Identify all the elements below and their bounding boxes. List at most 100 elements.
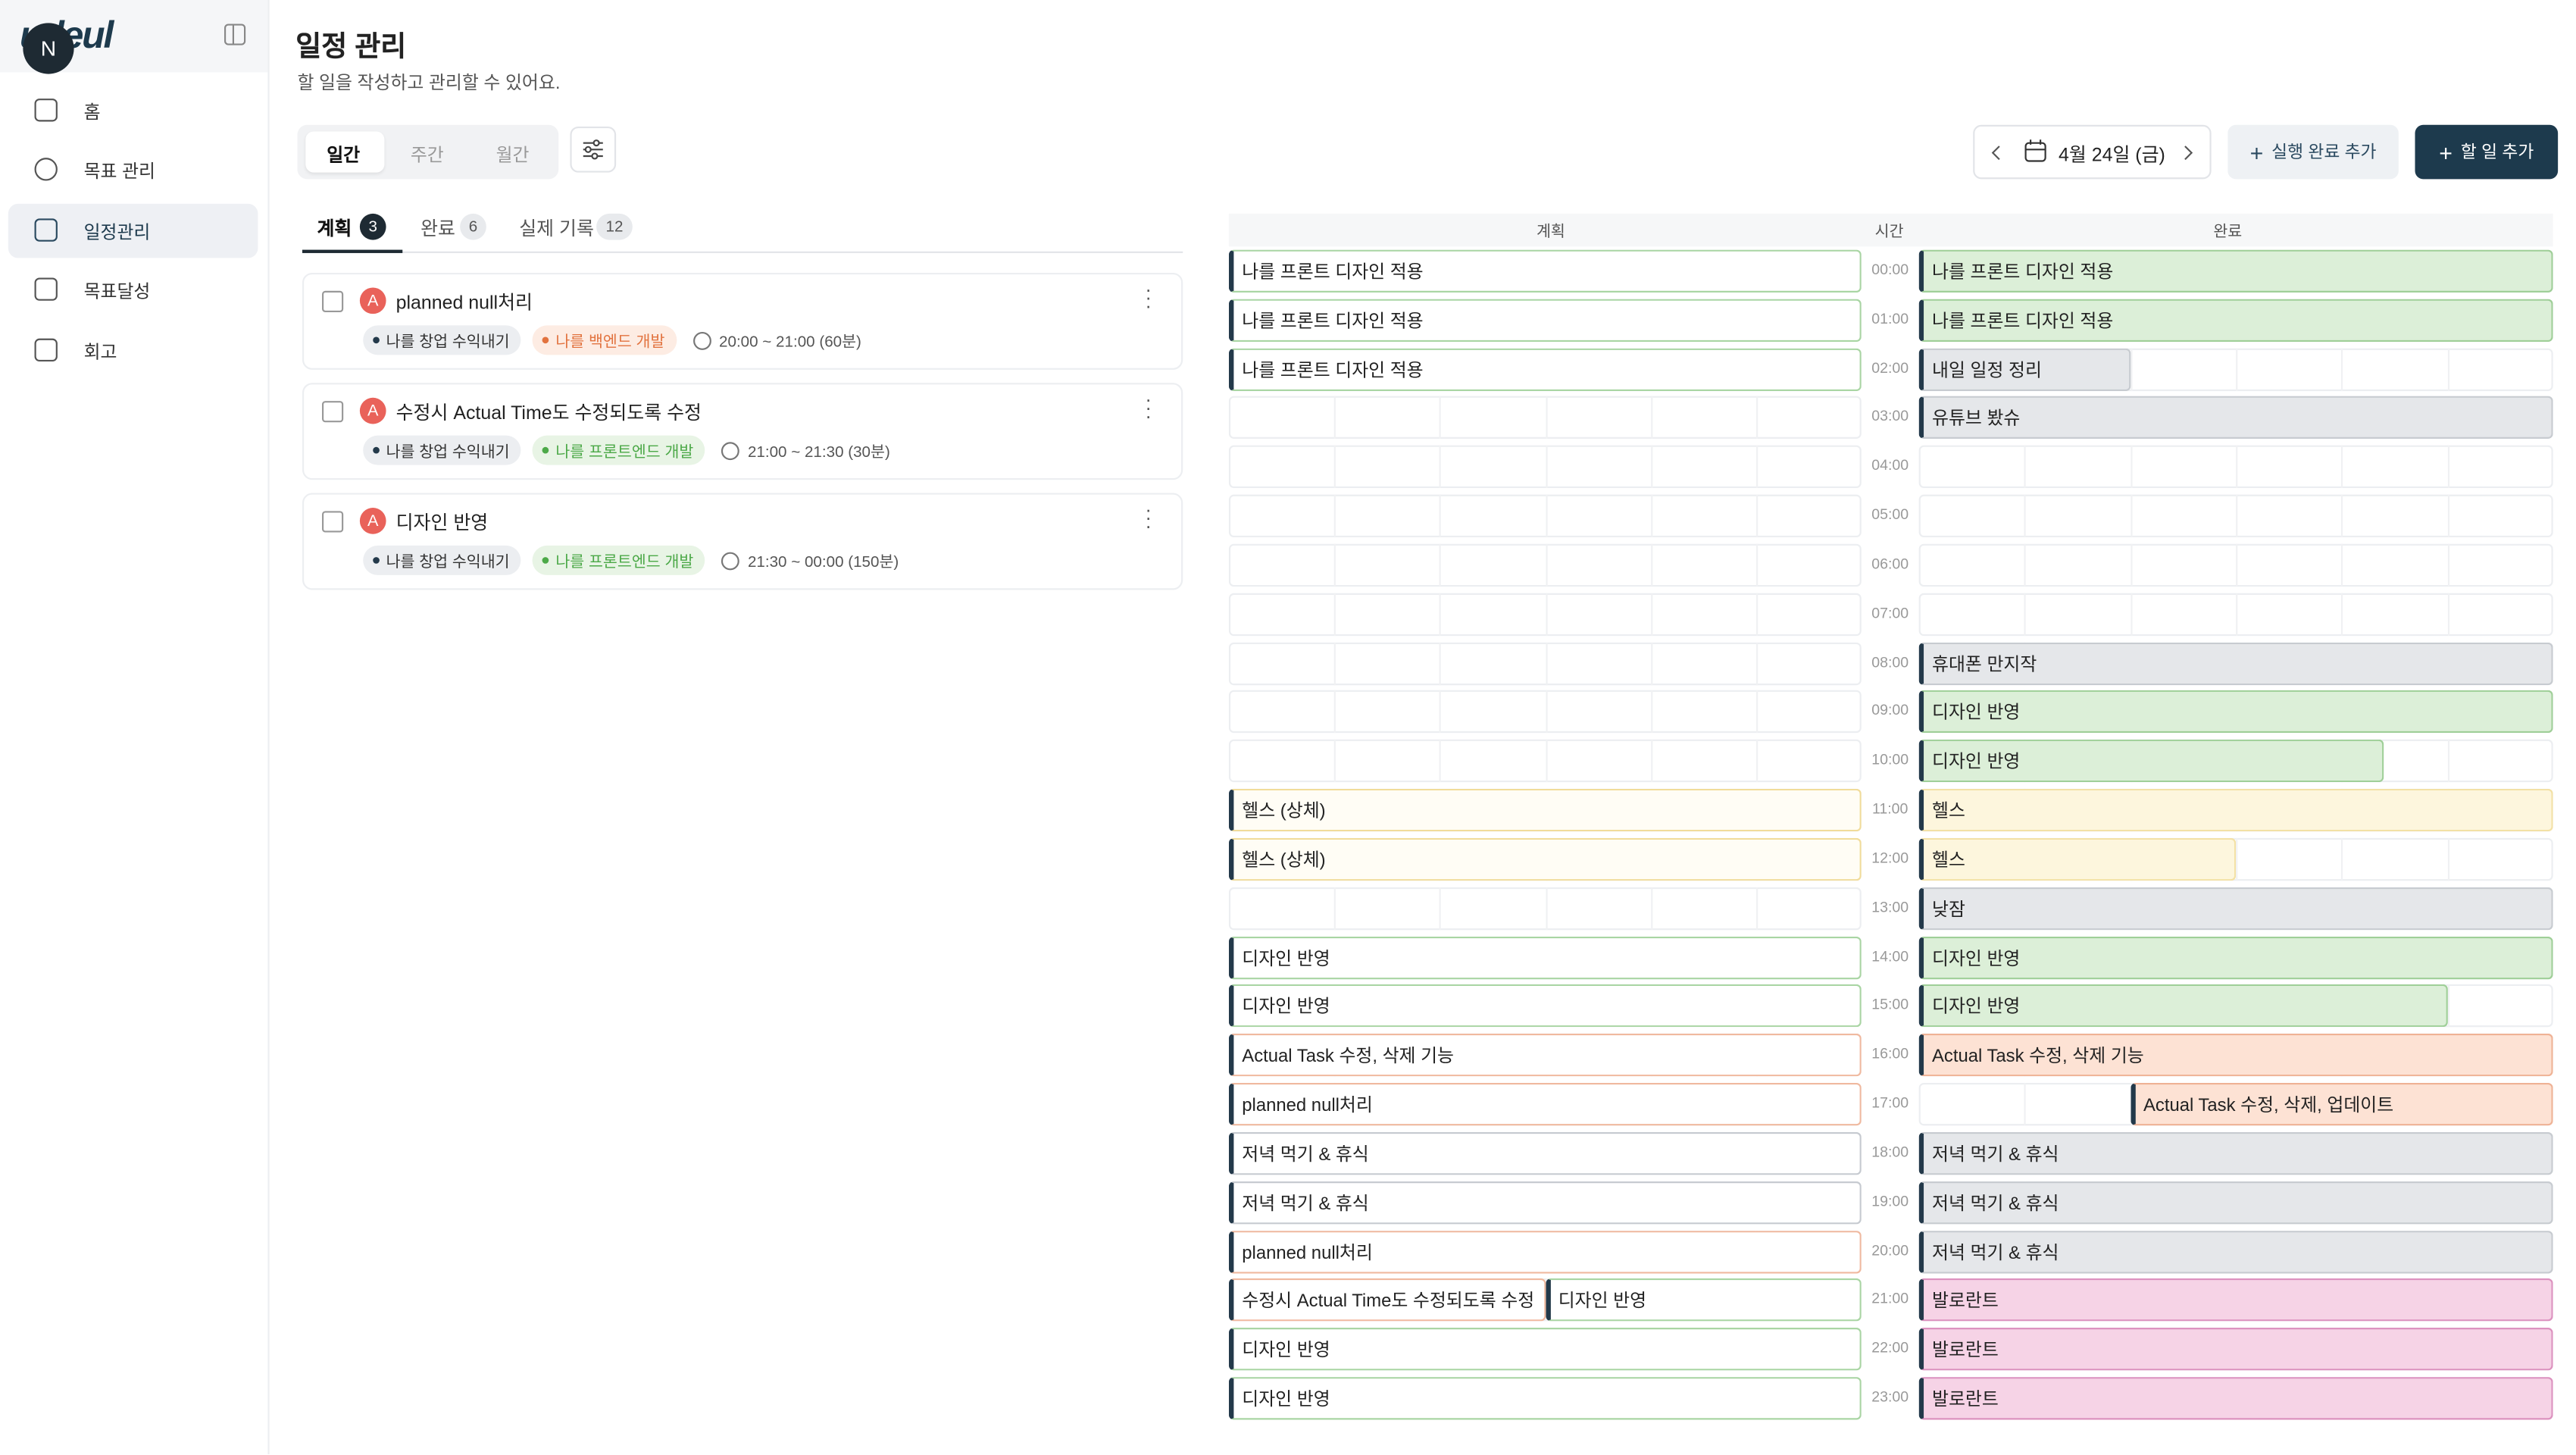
view-tab[interactable]: 일간 — [327, 146, 361, 167]
task-card[interactable] — [302, 493, 1183, 590]
timeline-cell — [1228, 887, 1862, 930]
next-day[interactable] — [2178, 141, 2198, 164]
view-tab[interactable]: 주간 — [410, 146, 444, 167]
task-menu[interactable]: · · · — [1145, 387, 1152, 427]
cell-divider — [2447, 347, 2449, 391]
time-block[interactable]: 발로란트 — [1918, 1377, 2553, 1420]
time-block[interactable]: 디자인 반영 — [1228, 1377, 1862, 1420]
time-block[interactable]: 디자인 반영 — [1228, 936, 1862, 979]
filter-button[interactable] — [570, 126, 617, 173]
time-block[interactable]: 유튜브 봤슈 — [1918, 396, 2553, 440]
task-checkbox[interactable] — [322, 511, 344, 533]
time-block[interactable]: 디자인 반영 — [1545, 1278, 1862, 1322]
hour-label: 09:00 — [1871, 702, 1909, 719]
list-tab[interactable]: 완료 — [420, 220, 456, 240]
time-block[interactable]: 디자인 반영 — [1918, 936, 2553, 979]
time-block[interactable]: 낮잠 — [1918, 887, 2553, 930]
cell-divider — [1650, 494, 1652, 538]
block-label: 나를 프론트 디자인 적용 — [1932, 311, 2114, 332]
cell-divider — [1755, 494, 1758, 538]
cell-divider — [1650, 740, 1652, 783]
time-block[interactable]: 발로란트 — [1918, 1328, 2553, 1371]
time-block[interactable]: Actual Task 수정, 삭제 기능 — [1918, 1034, 2553, 1077]
hour-label: 14:00 — [1871, 947, 1909, 964]
tag-dot — [542, 336, 549, 344]
time-block[interactable]: Actual Task 수정, 삭제, 업데이트 — [2130, 1083, 2553, 1126]
timeline-cell — [1228, 446, 1862, 489]
time-block[interactable]: 수정시 Actual Time도 수정되도록 수정 — [1228, 1278, 1546, 1322]
cell-divider — [1334, 494, 1336, 538]
nav-item[interactable]: 목표 관리 — [83, 162, 156, 183]
nav-item[interactable]: 회고 — [83, 343, 117, 364]
time-block[interactable]: 휴대폰 만지작 — [1918, 642, 2553, 685]
task-card[interactable] — [302, 383, 1183, 480]
add-done-button[interactable]: + 실행 완료 추가 — [2227, 124, 2399, 180]
hour-label: 00:00 — [1871, 261, 1909, 278]
task-checkbox[interactable] — [322, 290, 344, 312]
time-block[interactable]: 나를 프론트 디자인 적용 — [1918, 249, 2553, 293]
prev-day[interactable] — [1987, 141, 2006, 164]
hour-label: 11:00 — [1871, 800, 1909, 817]
block-label: 디자인 반영 — [1242, 1390, 1330, 1410]
time-block[interactable]: planned null처리 — [1228, 1083, 1862, 1126]
block-label: 낮잠 — [1932, 900, 1965, 920]
time-block[interactable]: 헬스 (상체) — [1228, 789, 1862, 832]
collapse-icon[interactable] — [224, 23, 246, 45]
nav-item[interactable]: 목표달성 — [83, 282, 151, 302]
time-block[interactable]: 디자인 반영 — [1918, 690, 2553, 734]
time-block[interactable]: 헬스 — [1918, 837, 2237, 881]
time-block[interactable]: 나를 프론트 디자인 적용 — [1228, 249, 1862, 293]
block-label: 휴대폰 만지작 — [1932, 655, 2037, 675]
date-label[interactable]: 4월 24일 (금) — [2058, 146, 2165, 167]
tab-count: 12 — [596, 213, 633, 240]
list-tab[interactable]: 계획 — [317, 220, 352, 240]
hour-label: 06:00 — [1871, 555, 1909, 572]
time-block[interactable]: 디자인 반영 — [1228, 984, 1862, 1028]
cell-divider — [1755, 593, 1758, 636]
task-menu[interactable]: · · · — [1145, 277, 1152, 318]
time-block[interactable]: 디자인 반영 — [1918, 740, 2384, 783]
time-block[interactable]: 디자인 반영 — [1918, 984, 2448, 1028]
nav-icon — [34, 338, 58, 362]
time-block[interactable]: 저녁 먹기 & 휴식 — [1918, 1181, 2553, 1224]
time-block[interactable]: 나를 프론트 디자인 적용 — [1228, 299, 1862, 342]
cell-divider — [2447, 494, 2449, 538]
time-block[interactable]: Actual Task 수정, 삭제 기능 — [1228, 1034, 1862, 1077]
nav-icon — [34, 218, 58, 242]
cell-divider — [1545, 593, 1547, 636]
time-block[interactable]: 발로란트 — [1918, 1278, 2553, 1322]
tag-dot — [373, 336, 380, 344]
hour-label: 13:00 — [1871, 898, 1909, 915]
cell-divider — [2341, 543, 2343, 587]
block-label: 발로란트 — [1932, 1390, 1999, 1410]
avatar[interactable]: N — [23, 23, 74, 74]
nav-item[interactable]: 홈 — [83, 103, 101, 124]
time-block[interactable]: 저녁 먹기 & 휴식 — [1228, 1131, 1862, 1175]
view-tab[interactable]: 월간 — [496, 146, 530, 167]
time-block[interactable]: 내일 일정 정리 — [1918, 347, 2131, 391]
time-block[interactable]: planned null처리 — [1228, 1230, 1862, 1273]
timeline-cell — [1228, 396, 1862, 440]
hour-label: 01:00 — [1871, 310, 1909, 327]
time-block[interactable]: 헬스 (상체) — [1228, 837, 1862, 881]
time-block[interactable]: 저녁 먹기 & 휴식 — [1918, 1230, 2553, 1273]
task-checkbox[interactable] — [322, 401, 344, 423]
cell-divider — [1545, 543, 1547, 587]
time-block[interactable]: 디자인 반영 — [1228, 1328, 1862, 1371]
list-tab[interactable]: 실제 기록 — [519, 220, 594, 240]
cell-divider — [2024, 494, 2027, 538]
block-label: 발로란트 — [1932, 1341, 1999, 1361]
cell-divider — [2236, 347, 2238, 391]
time-block[interactable]: 나를 프론트 디자인 적용 — [1228, 347, 1862, 391]
tag-dot — [542, 446, 549, 454]
time-block[interactable]: 나를 프론트 디자인 적용 — [1918, 299, 2553, 342]
time-block[interactable]: 헬스 — [1918, 789, 2553, 832]
time-block[interactable]: 저녁 먹기 & 휴식 — [1228, 1181, 1862, 1224]
task-card[interactable] — [302, 272, 1183, 370]
nav-item[interactable]: 일정관리 — [83, 223, 151, 243]
task-menu[interactable]: · · · — [1145, 498, 1152, 538]
hour-label: 04:00 — [1871, 457, 1909, 474]
time-block[interactable]: 저녁 먹기 & 휴식 — [1918, 1131, 2553, 1175]
page-title: 일정 관리 — [295, 31, 407, 63]
add-task-button[interactable]: + 할 일 추가 — [2415, 124, 2559, 180]
